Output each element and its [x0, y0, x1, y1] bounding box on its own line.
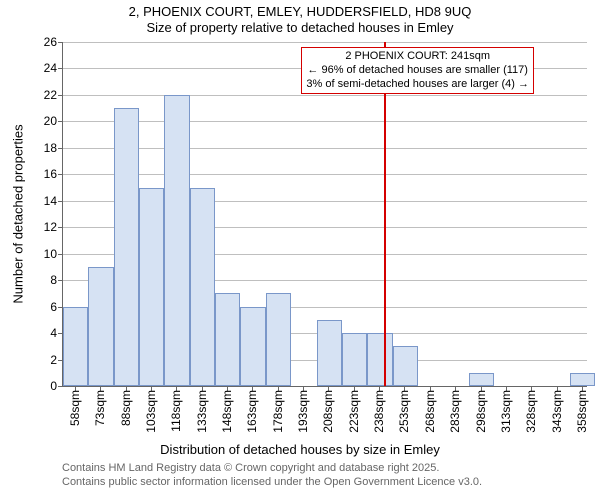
- x-tick-label: 163sqm: [245, 390, 259, 433]
- title-line-2: Size of property relative to detached ho…: [0, 20, 600, 36]
- x-tick-label: 193sqm: [296, 390, 310, 433]
- y-tick-label: 4: [50, 326, 63, 340]
- histogram-bar: [190, 188, 215, 386]
- x-tick-label: 313sqm: [499, 390, 513, 433]
- x-tick-label: 343sqm: [550, 390, 564, 433]
- x-tick-label: 253sqm: [397, 390, 411, 433]
- gridline: [63, 95, 587, 96]
- gridline: [63, 121, 587, 122]
- x-tick-label: 133sqm: [195, 390, 209, 433]
- y-tick-label: 18: [44, 141, 63, 155]
- x-tick-label: 73sqm: [93, 390, 107, 426]
- y-tick-label: 8: [50, 273, 63, 287]
- y-tick-label: 10: [44, 247, 63, 261]
- x-tick-label: 358sqm: [575, 390, 589, 433]
- histogram-bar: [469, 373, 494, 386]
- y-tick-label: 16: [44, 167, 63, 181]
- x-tick-label: 178sqm: [271, 390, 285, 433]
- y-tick-label: 24: [44, 61, 63, 75]
- x-tick-label: 298sqm: [474, 390, 488, 433]
- histogram-bar: [266, 293, 291, 386]
- x-tick-label: 88sqm: [119, 390, 133, 426]
- histogram-bar: [139, 188, 164, 386]
- credits-line-1: Contains HM Land Registry data © Crown c…: [62, 462, 482, 476]
- credits-block: Contains HM Land Registry data © Crown c…: [62, 462, 482, 490]
- credits-line-2: Contains public sector information licen…: [62, 476, 482, 490]
- x-tick-label: 268sqm: [423, 390, 437, 433]
- y-tick-label: 6: [50, 300, 63, 314]
- x-tick-label: 223sqm: [347, 390, 361, 433]
- x-tick-label: 118sqm: [169, 390, 183, 432]
- annotation-box: 2 PHOENIX COURT: 241sqm← 96% of detached…: [301, 47, 534, 94]
- x-tick-label: 148sqm: [220, 390, 234, 433]
- title-block: 2, PHOENIX COURT, EMLEY, HUDDERSFIELD, H…: [0, 4, 600, 37]
- y-tick-label: 2: [50, 353, 63, 367]
- x-tick-label: 328sqm: [524, 390, 538, 433]
- x-tick-label: 58sqm: [68, 390, 82, 426]
- histogram-bar: [342, 333, 367, 386]
- x-tick-label: 283sqm: [448, 390, 462, 433]
- histogram-bar: [114, 108, 139, 386]
- y-axis-label: Number of detached properties: [11, 124, 26, 303]
- plot-area: 0246810121416182022242658sqm73sqm88sqm10…: [62, 42, 587, 387]
- y-tick-label: 20: [44, 114, 63, 128]
- y-tick-label: 22: [44, 88, 63, 102]
- x-tick-label: 208sqm: [321, 390, 335, 433]
- title-line-1: 2, PHOENIX COURT, EMLEY, HUDDERSFIELD, H…: [0, 4, 600, 20]
- chart-container: 2, PHOENIX COURT, EMLEY, HUDDERSFIELD, H…: [0, 0, 600, 500]
- histogram-bar: [570, 373, 595, 386]
- x-tick-label: 238sqm: [372, 390, 386, 433]
- x-axis-label: Distribution of detached houses by size …: [160, 442, 440, 457]
- histogram-bar: [240, 307, 265, 386]
- histogram-bar: [88, 267, 113, 386]
- y-tick-label: 12: [44, 220, 63, 234]
- x-tick-label: 103sqm: [144, 390, 158, 433]
- histogram-bar: [215, 293, 240, 386]
- histogram-bar: [393, 346, 418, 386]
- y-tick-label: 14: [44, 194, 63, 208]
- y-tick-label: 26: [44, 35, 63, 49]
- gridline: [63, 148, 587, 149]
- histogram-bar: [63, 307, 88, 386]
- annotation-line-3: 3% of semi-detached houses are larger (4…: [306, 78, 529, 92]
- gridline: [63, 174, 587, 175]
- annotation-line-2: ← 96% of detached houses are smaller (11…: [306, 64, 529, 78]
- histogram-bar: [367, 333, 392, 386]
- y-tick-label: 0: [50, 379, 63, 393]
- histogram-bar: [164, 95, 189, 386]
- gridline: [63, 42, 587, 43]
- annotation-line-1: 2 PHOENIX COURT: 241sqm: [306, 50, 529, 64]
- histogram-bar: [317, 320, 342, 386]
